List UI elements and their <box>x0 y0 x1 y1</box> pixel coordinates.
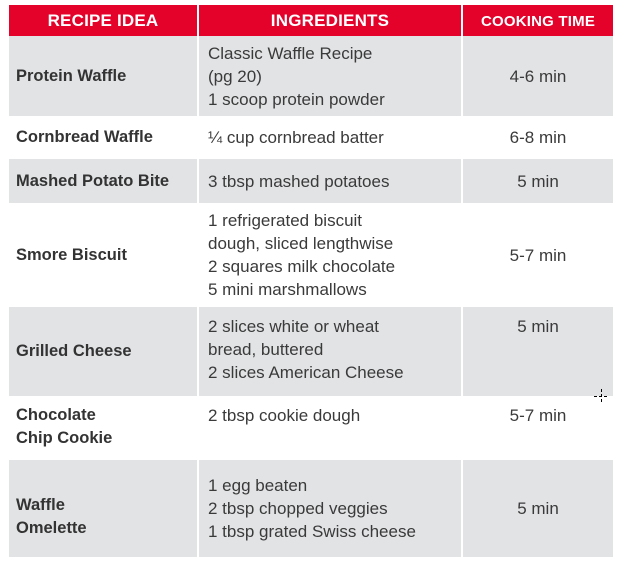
recipe-table: RECIPE IDEA INGREDIENTS COOKING TIME Pro… <box>9 5 613 557</box>
ingredient-line: 2 tbsp cookie dough <box>208 406 361 425</box>
recipe-name: Chocolate Chip Cookie <box>9 396 197 460</box>
ingredient-line: ¼ cup cornbread batter <box>208 128 384 147</box>
table-row: Waffle Omelette 1 egg beaten 2 tbsp chop… <box>9 460 613 557</box>
ingredients-cell: ¼ cup cornbread batter <box>199 116 461 159</box>
header-ingredients: INGREDIENTS <box>199 5 461 36</box>
ingredients-cell: 3 tbsp mashed potatoes <box>199 159 461 203</box>
cursor-vertical <box>601 389 602 404</box>
header-cooking-time: COOKING TIME <box>463 5 613 36</box>
crosshair-cursor-icon <box>594 389 609 404</box>
cooking-time: 5-7 min <box>463 203 613 307</box>
recipe-name-line: Chip Cookie <box>16 429 113 447</box>
ingredients-cell: 2 slices white or wheat bread, buttered … <box>199 307 461 396</box>
ingredient-line: 2 tbsp chopped veggies <box>208 499 388 518</box>
ingredients-cell: 2 tbsp cookie dough <box>199 396 461 460</box>
recipe-name-line: Omelette <box>16 518 87 537</box>
recipe-name-line: Smore Biscuit <box>16 245 127 264</box>
ingredient-line: (pg 20) <box>208 66 262 86</box>
recipe-name: Protein Waffle <box>9 36 197 116</box>
recipe-name: Mashed Potato Bite <box>9 159 197 203</box>
ingredient-line: Classic Waffle Recipe <box>208 43 373 63</box>
table-row: Chocolate Chip Cookie 2 tbsp cookie doug… <box>9 396 613 460</box>
recipe-name: Cornbread Waffle <box>9 116 197 159</box>
cooking-time: 5 min <box>463 460 613 557</box>
table-row: Cornbread Waffle ¼ cup cornbread batter … <box>9 116 613 159</box>
ingredient-line: dough, sliced lengthwise <box>208 234 394 253</box>
table-row: Grilled Cheese 2 slices white or wheat b… <box>9 307 613 396</box>
recipe-name-line: Grilled Cheese <box>16 342 132 360</box>
ingredients-cell: Classic Waffle Recipe (pg 20) 1 scoop pr… <box>199 36 461 116</box>
recipe-name-line: Mashed Potato Bite <box>16 171 170 190</box>
ingredient-line: 1 egg beaten <box>208 476 308 495</box>
ingredients-cell: 1 refrigerated biscuit dough, sliced len… <box>199 203 461 307</box>
ingredients-cell: 1 egg beaten 2 tbsp chopped veggies 1 tb… <box>199 460 461 557</box>
table-row: Smore Biscuit 1 refrigerated biscuit dou… <box>9 203 613 307</box>
ingredient-line: 2 slices white or wheat <box>208 317 380 336</box>
ingredient-line: 2 slices American Cheese <box>208 363 404 382</box>
ingredient-line: 5 mini marshmallows <box>208 280 367 299</box>
ingredient-line: bread, buttered <box>208 340 324 359</box>
table-row: Protein Waffle Classic Waffle Recipe (pg… <box>9 36 613 116</box>
ingredient-line: 3 tbsp mashed potatoes <box>208 171 390 191</box>
recipe-name-line: Waffle <box>16 495 65 514</box>
ingredient-line: 1 tbsp grated Swiss cheese <box>208 522 416 541</box>
cooking-time: 4-6 min <box>463 36 613 116</box>
ingredient-line: 1 scoop protein powder <box>208 89 385 109</box>
table-header-row: RECIPE IDEA INGREDIENTS COOKING TIME <box>9 5 613 36</box>
ingredient-line: 1 refrigerated biscuit <box>208 211 363 230</box>
recipe-name: Waffle Omelette <box>9 460 197 557</box>
recipe-name-line: Protein Waffle <box>16 66 127 85</box>
recipe-name-line: Cornbread Waffle <box>16 128 153 146</box>
cooking-time: 5 min <box>463 159 613 203</box>
table-row: Mashed Potato Bite 3 tbsp mashed potatoe… <box>9 159 613 203</box>
ingredient-line: 2 squares milk chocolate <box>208 257 396 276</box>
cooking-time: 5-7 min <box>463 396 613 460</box>
recipe-name: Grilled Cheese <box>9 307 197 396</box>
recipe-name: Smore Biscuit <box>9 203 197 307</box>
cooking-time: 5 min <box>463 307 613 396</box>
cooking-time: 6-8 min <box>463 116 613 159</box>
recipe-name-line: Chocolate <box>16 406 96 424</box>
header-recipe-idea: RECIPE IDEA <box>9 5 197 36</box>
